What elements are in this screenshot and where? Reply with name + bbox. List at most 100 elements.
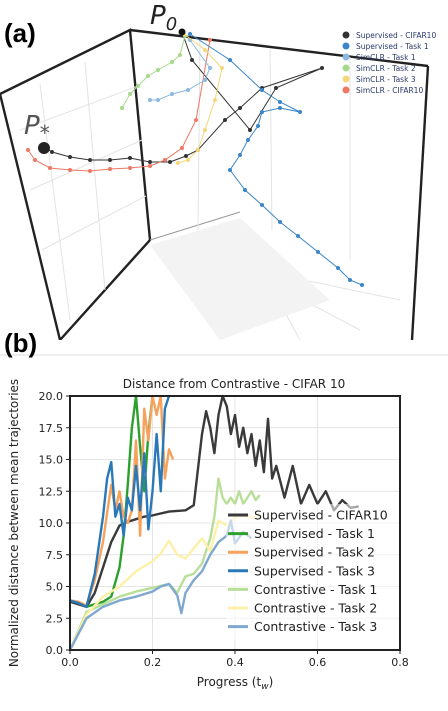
- trajectory-point: [120, 106, 124, 110]
- trajectory-point: [260, 88, 264, 92]
- trajectory-point: [336, 266, 340, 270]
- trajectory-point: [68, 155, 72, 159]
- legend-label: Supervised - CIFAR10: [356, 31, 436, 40]
- box-right-edge: [410, 65, 430, 341]
- start-point-label: P0: [150, 1, 177, 35]
- trajectory-point: [208, 38, 212, 42]
- trajectory-line: [27, 39, 211, 172]
- end-point-label: P*: [24, 111, 50, 145]
- x-tick-label: 0.0: [61, 656, 79, 669]
- trajectory-point: [168, 160, 172, 164]
- trajectory-point: [163, 158, 167, 162]
- trajectory-point: [128, 156, 132, 160]
- legend-label: SimCLR - Task 1: [356, 53, 416, 62]
- trajectory-point: [228, 168, 232, 172]
- trajectory-point: [50, 150, 54, 154]
- trajectory-line: [41, 31, 323, 163]
- trajectory-point: [186, 158, 190, 162]
- trajectory-point: [256, 124, 260, 128]
- legend-box: [226, 504, 398, 640]
- legend-label: Supervised - Task 1: [356, 42, 429, 51]
- legend-label: Supervised - Task 1: [254, 526, 375, 541]
- legend-label: SimCLR - Task 2: [356, 64, 416, 73]
- trajectory-point: [180, 146, 184, 150]
- trajectory-point: [296, 234, 300, 238]
- trajectory-point: [223, 118, 227, 122]
- legend-label: Supervised - CIFAR10: [254, 508, 388, 523]
- y-tick-label: 10.0: [39, 517, 64, 530]
- end-point-cluster: [38, 142, 50, 154]
- box-floor: [150, 218, 330, 340]
- x-tick-label: 0.2: [144, 656, 162, 669]
- panel-a: (a) P0 P* Supervised - CIFAR10 Supervised: [0, 0, 448, 343]
- trajectory-point: [178, 53, 182, 57]
- trajectory-point: [136, 84, 140, 88]
- trajectory-point: [348, 278, 352, 282]
- trajectory-point: [203, 48, 207, 52]
- trajectory-point: [360, 283, 364, 287]
- trajectory-point: [108, 167, 112, 171]
- trajectory-point: [196, 148, 200, 152]
- trajectory-point: [156, 68, 160, 72]
- trajectory-point: [148, 164, 152, 168]
- trajectory-point: [213, 98, 217, 102]
- series-line: [68, 477, 261, 651]
- trajectory-point: [278, 220, 282, 224]
- trajectory-point: [246, 138, 250, 142]
- trajectory-point: [260, 203, 264, 207]
- x-tick-label: 0.8: [391, 656, 409, 669]
- trajectory-point: [170, 92, 174, 96]
- legend-label: SimCLR - Task 3: [356, 75, 416, 84]
- y-tick-label: 20.0: [39, 390, 64, 403]
- trajectory-point: [108, 158, 112, 162]
- trajectory-point: [188, 32, 192, 36]
- legend-label: Contrastive - Task 2: [254, 601, 377, 616]
- start-point-marker: [178, 28, 186, 36]
- legend-label: Contrastive - Task 1: [254, 582, 377, 597]
- trajectory-point: [33, 158, 37, 162]
- panel-b: (b) Distance from Contrastive - CIFAR 10…: [0, 328, 448, 706]
- trajectory-point: [146, 74, 150, 78]
- legend-label: SimCLR - CIFAR10: [356, 86, 423, 95]
- legend-label: Supervised - Task 3: [254, 563, 375, 578]
- trajectory-point: [220, 66, 224, 70]
- trajectory-point: [128, 92, 132, 96]
- y-tick-label: 15.0: [39, 454, 64, 467]
- y-tick-label: 5.0: [46, 581, 64, 594]
- legend-marker: [342, 75, 350, 83]
- legend-marker: [342, 53, 350, 61]
- trajectory-point: [148, 160, 152, 164]
- trajectory-point: [238, 106, 242, 110]
- trajectory-point: [260, 110, 264, 114]
- panel-b-label: (b): [4, 328, 38, 358]
- trajectory-point: [128, 166, 132, 170]
- legend-marker: [342, 31, 350, 39]
- y-tick-label: 12.5: [39, 485, 64, 498]
- y-tick-label: 7.5: [46, 549, 64, 562]
- trajectory-point: [278, 106, 282, 110]
- trajectory-point: [208, 66, 212, 70]
- box-floor-edge: [149, 211, 241, 241]
- trajectory-point: [48, 166, 52, 170]
- y-axis-label: Normalized distance between mean traject…: [7, 379, 21, 667]
- trajectory-line: [177, 33, 223, 164]
- trajectory-point: [203, 78, 207, 82]
- trajectory-point: [194, 118, 198, 122]
- legend-marker: [342, 64, 350, 72]
- trajectory-point: [26, 148, 30, 152]
- trajectory-point: [184, 154, 188, 158]
- y-tick-label: 2.5: [46, 612, 64, 625]
- trajectory-point: [88, 158, 92, 162]
- trajectory-point: [190, 58, 194, 62]
- trajectory-point: [176, 161, 180, 165]
- distance-chart: Distance from Contrastive - CIFAR 10 0.0…: [0, 354, 448, 692]
- y-tick-label: 17.5: [39, 422, 64, 435]
- panel-a-label: (a): [4, 18, 36, 48]
- trajectory-point: [243, 188, 247, 192]
- x-tick-label: 0.4: [226, 656, 244, 669]
- legend-label: Supervised - Task 2: [254, 545, 375, 560]
- trajectory-point: [88, 169, 92, 173]
- series-line: [69, 394, 175, 607]
- y-tick-label: 0.0: [46, 644, 64, 657]
- series-line: [69, 395, 171, 609]
